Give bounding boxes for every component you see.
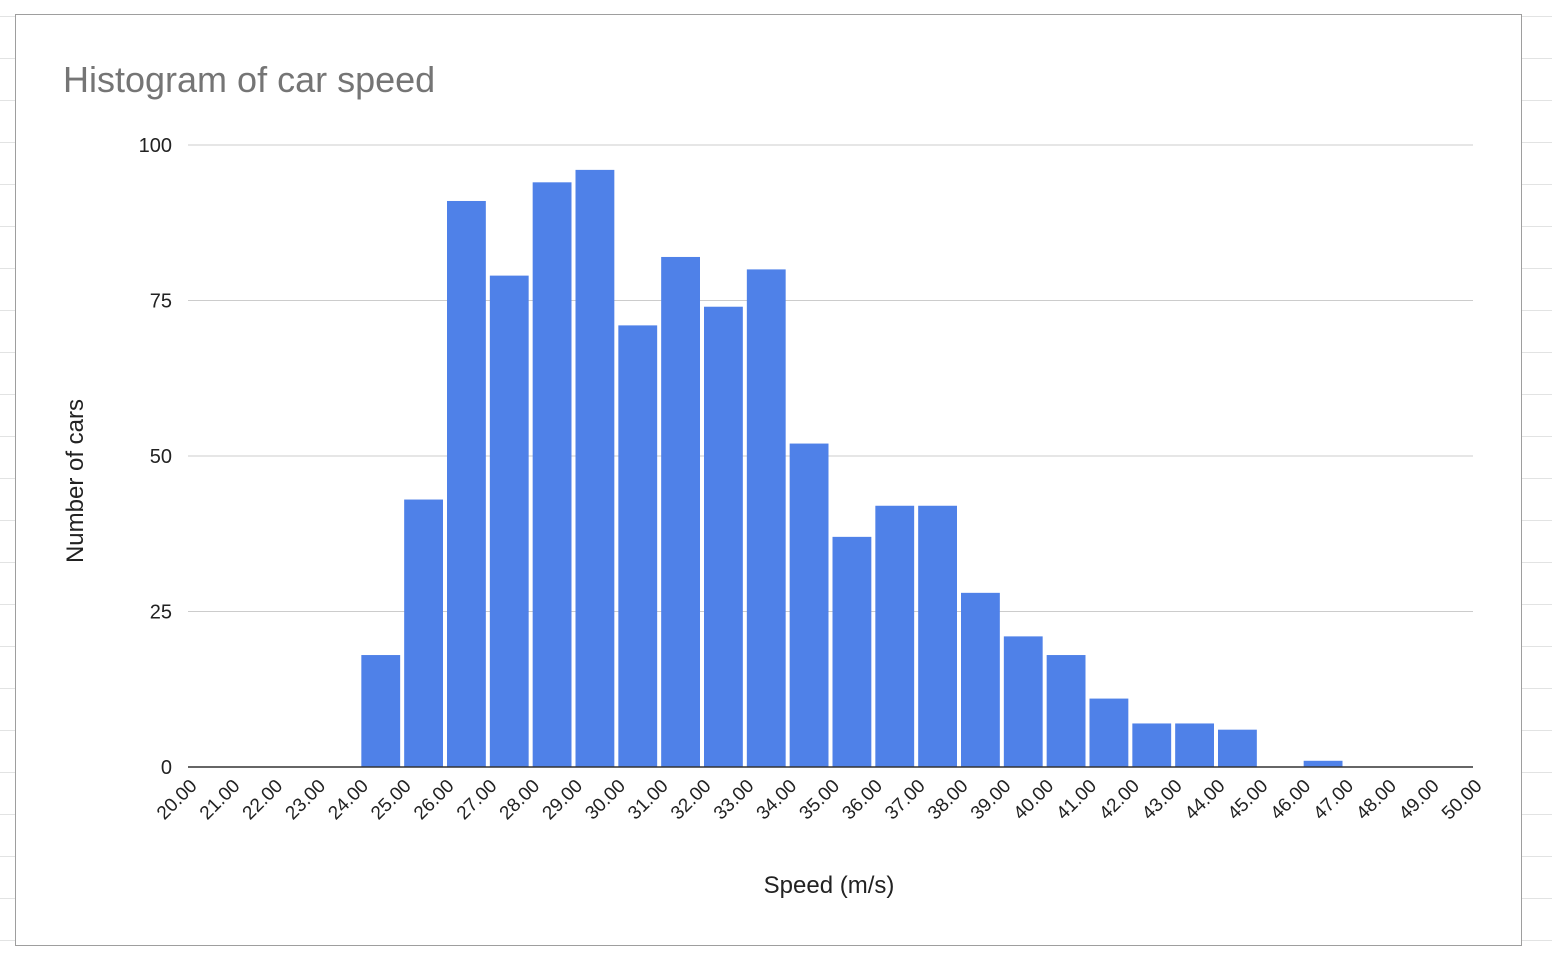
x-tick-label: 24.00 <box>324 776 372 824</box>
x-tick-label: 38.00 <box>924 776 972 824</box>
y-axis-ticks: 0 25 50 75 100 <box>139 135 172 779</box>
x-tick-label: 30.00 <box>581 776 629 824</box>
histogram-bar[interactable] <box>532 182 572 767</box>
x-tick-label: 26.00 <box>410 776 458 824</box>
x-tick-label: 34.00 <box>753 776 801 824</box>
x-tick-label: 50.00 <box>1438 776 1486 824</box>
histogram-bar[interactable] <box>575 169 615 767</box>
histogram-bar[interactable] <box>875 505 915 767</box>
x-tick-label: 49.00 <box>1395 776 1443 824</box>
histogram-bar[interactable] <box>961 592 1000 767</box>
histogram-bar[interactable] <box>832 536 872 767</box>
x-tick-label: 43.00 <box>1138 776 1186 824</box>
histogram-bar[interactable] <box>489 275 529 767</box>
y-tick-label: 25 <box>150 602 172 624</box>
y-tick-label: 100 <box>139 135 172 157</box>
histogram-bar[interactable] <box>618 325 658 767</box>
x-tick-label: 32.00 <box>667 776 715 824</box>
y-tick-label: 75 <box>150 291 172 313</box>
y-tick-label: 0 <box>161 757 172 779</box>
x-tick-label: 44.00 <box>1181 776 1229 824</box>
y-axis-title: Number of cars <box>62 399 89 563</box>
x-tick-label: 36.00 <box>838 776 886 824</box>
histogram-bar[interactable] <box>789 443 829 767</box>
histogram-bars <box>361 169 1343 768</box>
x-tick-label: 46.00 <box>1267 776 1315 824</box>
histogram-bar[interactable] <box>746 269 786 767</box>
x-tick-label: 20.00 <box>153 776 201 824</box>
histogram-bar[interactable] <box>661 256 700 767</box>
x-axis-title: Speed (m/s) <box>764 872 895 899</box>
x-tick-label: 22.00 <box>239 776 287 824</box>
x-tick-label: 23.00 <box>282 776 330 824</box>
x-tick-label: 48.00 <box>1352 776 1400 824</box>
chart-title: Histogram of car speed <box>63 59 436 100</box>
histogram-bar[interactable] <box>1218 729 1257 767</box>
x-axis-ticks: 20.0021.0022.0023.0024.0025.0026.0027.00… <box>153 776 1486 824</box>
histogram-bar[interactable] <box>1089 698 1129 767</box>
x-tick-label: 39.00 <box>967 776 1015 824</box>
gridlines <box>188 144 1473 612</box>
y-tick-label: 50 <box>150 446 172 468</box>
x-tick-label: 29.00 <box>539 776 587 824</box>
histogram-bar[interactable] <box>1175 723 1214 767</box>
histogram-bar[interactable] <box>1303 760 1343 767</box>
x-tick-label: 21.00 <box>196 776 244 824</box>
x-tick-label: 40.00 <box>1010 776 1058 824</box>
histogram-bar[interactable] <box>704 306 743 767</box>
x-tick-label: 42.00 <box>1095 776 1143 824</box>
histogram-bar[interactable] <box>1003 636 1043 767</box>
histogram-bar[interactable] <box>361 655 401 767</box>
histogram-bar[interactable] <box>918 505 957 767</box>
histogram-bar[interactable] <box>447 200 486 768</box>
x-tick-label: 47.00 <box>1310 776 1358 824</box>
x-tick-label: 37.00 <box>881 776 929 824</box>
x-tick-label: 31.00 <box>624 776 672 824</box>
x-tick-label: 27.00 <box>453 776 501 824</box>
x-tick-label: 45.00 <box>1224 776 1272 824</box>
histogram-bar[interactable] <box>404 499 443 767</box>
x-tick-label: 33.00 <box>710 776 758 824</box>
x-tick-label: 28.00 <box>496 776 544 824</box>
x-tick-label: 41.00 <box>1053 776 1101 824</box>
histogram-bar[interactable] <box>1132 723 1172 767</box>
histogram-bar[interactable] <box>1046 655 1086 767</box>
x-tick-label: 25.00 <box>367 776 415 824</box>
x-tick-label: 35.00 <box>796 776 844 824</box>
